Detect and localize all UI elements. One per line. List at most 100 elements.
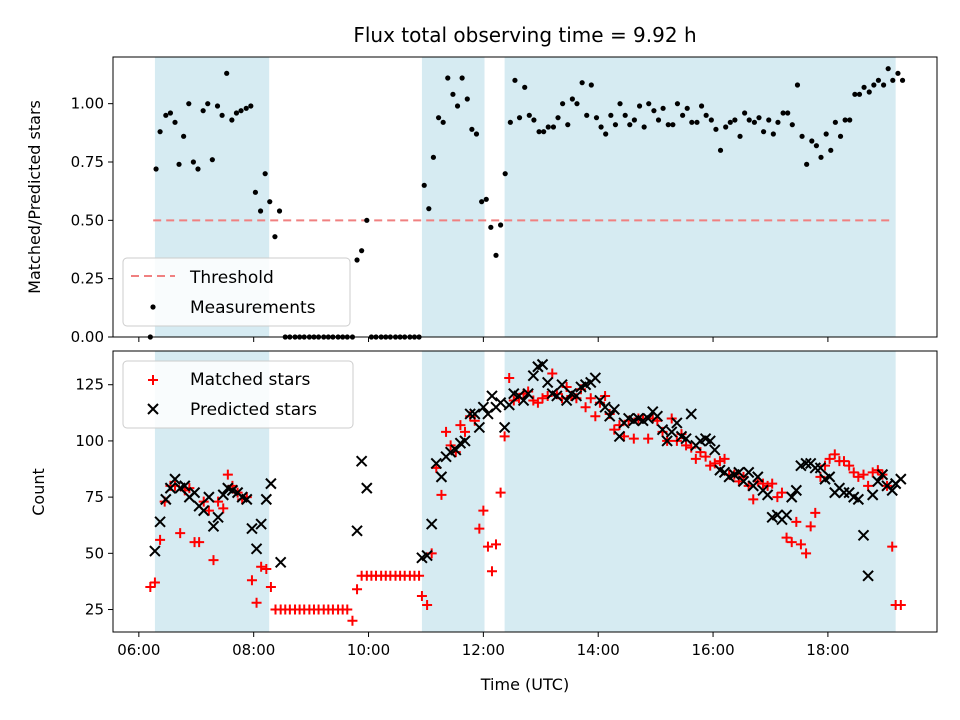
matched-star-point <box>848 467 859 478</box>
measurement-point <box>497 222 504 228</box>
measurement-point <box>785 110 791 116</box>
matched-star-point <box>194 537 205 548</box>
measurement-point <box>354 257 360 263</box>
matched-star-point <box>504 372 515 383</box>
matched-star-point <box>863 480 874 491</box>
y-tick-label: 0.50 <box>71 211 104 229</box>
matched-star-point <box>628 433 639 444</box>
predicted-star-point <box>733 466 745 479</box>
predicted-star-point <box>603 410 616 422</box>
matched-star-point <box>208 555 219 566</box>
matched-star-point <box>155 534 166 545</box>
predicted-star-point <box>203 491 215 503</box>
measurement-point <box>238 108 244 114</box>
matched-star-point <box>776 487 787 498</box>
legend-predicted-swatch <box>147 403 159 415</box>
predicted-star-point <box>857 529 870 542</box>
matched-star-point <box>414 570 425 581</box>
predicted-star-point <box>435 471 448 483</box>
predicted-star-point <box>355 455 368 467</box>
predicted-star-point <box>560 394 573 407</box>
predicted-star-point <box>862 570 874 582</box>
measurement-point <box>670 122 676 128</box>
matched-star-point <box>175 528 186 539</box>
measurement-point <box>832 119 838 125</box>
measurement-point <box>200 108 206 114</box>
predicted-star-point <box>503 399 515 411</box>
matched-star-point <box>772 492 783 503</box>
predicted-star-point <box>761 489 774 501</box>
matched-star-point <box>495 487 506 498</box>
predicted-star-point <box>823 471 836 483</box>
bottom-legend: Matched stars Predicted stars <box>122 360 354 429</box>
measurement-point <box>579 80 585 86</box>
predicted-star-point <box>656 423 669 436</box>
measurement-point <box>631 117 637 123</box>
matched-star-point <box>609 424 620 435</box>
bottom-panel: 06:00 08:00 10:00 12:00 14:00 16:00 18:00 25 50… <box>29 351 938 694</box>
measurement-point <box>550 124 557 130</box>
measurement-point <box>464 96 470 102</box>
measurement-point <box>655 117 662 123</box>
matched-star-point <box>590 411 601 422</box>
measurement-point <box>875 77 882 83</box>
x-axis-label: Time (UTC) <box>480 675 569 694</box>
measurement-point <box>209 157 215 163</box>
matched-star-point <box>838 456 849 467</box>
predicted-star-point <box>809 462 821 474</box>
predicted-star-point <box>421 549 433 562</box>
measurement-point <box>852 91 858 97</box>
measurement-point <box>770 131 776 137</box>
predicted-star-point <box>594 394 606 407</box>
predicted-star-point <box>666 426 678 438</box>
measurement-point <box>809 138 815 144</box>
matched-star-point <box>690 453 701 464</box>
matched-star-point <box>213 496 224 507</box>
measurement-point <box>598 124 604 130</box>
predicted-star-point <box>886 484 898 497</box>
measurement-point <box>674 101 681 107</box>
measurement-point <box>751 119 757 125</box>
matched-star-point <box>251 597 262 608</box>
predicted-star-point <box>459 435 471 447</box>
measurement-point <box>617 101 623 107</box>
predicted-star-point <box>752 471 764 483</box>
measurement-point <box>646 101 652 107</box>
measurement-point <box>584 112 590 118</box>
measurement-point <box>262 171 268 177</box>
x-tick-label: 08:00 <box>232 641 275 659</box>
measurement-point <box>665 122 671 128</box>
predicted-star-point <box>608 403 620 416</box>
matched-star-point <box>700 451 711 462</box>
chart-title: Flux total observing time = 9.92 h <box>353 23 696 47</box>
measurement-point <box>229 117 235 123</box>
matched-star-point <box>805 521 816 532</box>
measurement-point <box>214 103 221 109</box>
predicted-star-point <box>169 473 181 485</box>
predicted-star-point <box>430 457 442 470</box>
predicted-star-point <box>895 473 907 485</box>
top-panel: 0.00 0.25 0.50 0.75 1.00 Matched/Predicted s… <box>25 56 938 346</box>
measurement-point <box>823 131 829 137</box>
top-legend: Threshold Measurements <box>122 257 351 327</box>
matched-star-point <box>858 469 869 480</box>
measurement-point <box>603 131 609 137</box>
measurement-point <box>698 103 705 109</box>
x-tick-label: 06:00 <box>117 641 160 659</box>
measurement-point <box>608 112 614 118</box>
bottom-legend-box <box>122 360 354 429</box>
x-tick-label: 18:00 <box>806 641 849 659</box>
predicted-star-point <box>469 408 481 420</box>
predicted-star-point <box>486 390 498 402</box>
matched-star-point <box>895 600 906 611</box>
matched-star-point <box>218 503 229 514</box>
measurement-point <box>684 105 690 111</box>
measurement-point <box>818 154 824 160</box>
matched-star-point <box>478 505 489 516</box>
measurement-point <box>252 189 259 195</box>
measurement-point <box>445 75 451 81</box>
measurement-point <box>531 117 537 123</box>
measurement-point <box>641 124 647 130</box>
x-tick-label: 10:00 <box>347 641 390 659</box>
measurement-point <box>421 182 427 188</box>
